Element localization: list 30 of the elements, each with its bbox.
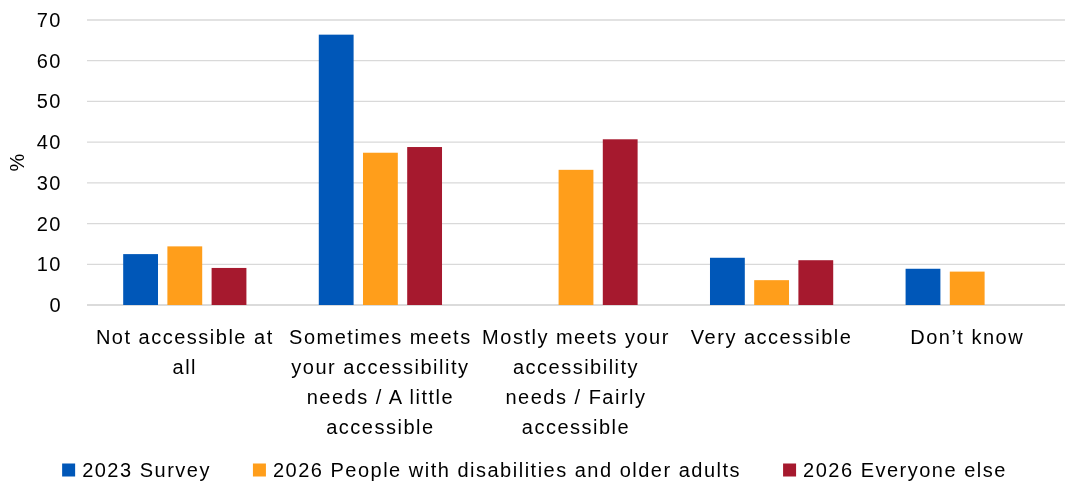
- x-tick-label: Mostly meets your accessibility needs / Fairly accessible: [482, 326, 670, 438]
- bar: [362, 152, 398, 305]
- bar: [318, 34, 354, 305]
- legend-label: 2026 People with disabilities and older adults: [272, 459, 742, 481]
- y-tick-label: 0: [49, 294, 62, 316]
- y-tick-label: 50: [36, 90, 62, 113]
- bar: [602, 139, 638, 305]
- y-tick-label: 70: [36, 9, 62, 31]
- legend-label: 2023 Survey: [82, 459, 211, 481]
- bar: [709, 257, 745, 305]
- bar: [798, 260, 834, 305]
- bar: [558, 169, 594, 305]
- y-axis-title: %: [6, 153, 28, 172]
- legend-label: 2026 Everyone else: [803, 459, 1007, 481]
- x-tick-label: Not accessible at all: [95, 326, 274, 378]
- bar: [167, 246, 203, 305]
- bar: [905, 268, 941, 305]
- y-tick-label: 20: [36, 212, 62, 235]
- bar: [949, 271, 985, 305]
- bar: [211, 267, 247, 305]
- bar: [407, 147, 443, 305]
- y-tick-label: 10: [36, 253, 62, 276]
- y-tick-label: 40: [36, 131, 62, 154]
- bar: [123, 254, 158, 305]
- x-tick-label: Very accessible: [690, 326, 853, 348]
- y-tick-label: 60: [36, 49, 62, 72]
- y-tick-label: 30: [36, 171, 62, 194]
- bar: [754, 280, 790, 305]
- x-tick-label: Sometimes meets your accessibility needs / A little accessible: [289, 326, 472, 438]
- x-tick-label: Don’t know: [910, 326, 1025, 348]
